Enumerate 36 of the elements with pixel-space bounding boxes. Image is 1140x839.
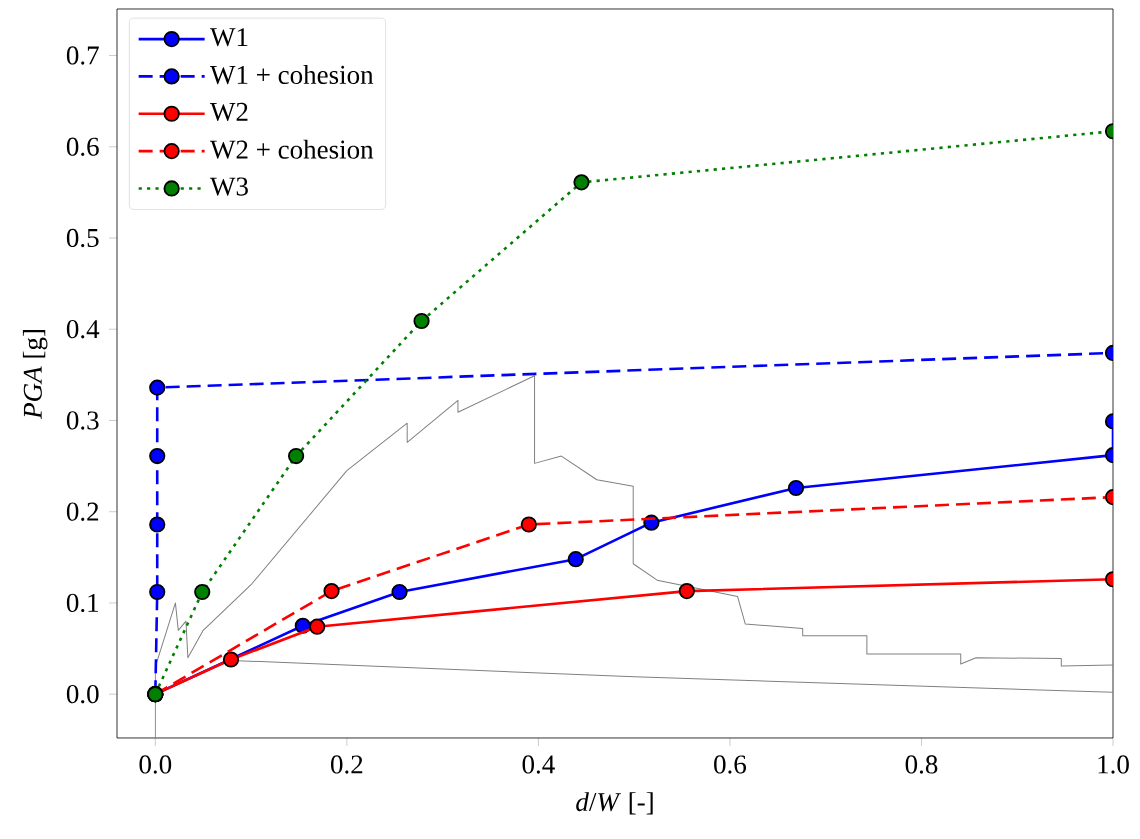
legend-label: W1 + cohesion bbox=[209, 65, 374, 85]
legend-label: W2 bbox=[209, 102, 248, 122]
y-tick-label: 0.4 bbox=[66, 320, 100, 339]
x-tick-label: 0.8 bbox=[905, 755, 938, 774]
point bbox=[149, 516, 166, 533]
point bbox=[222, 651, 240, 668]
legend-label: W2 + cohesion bbox=[209, 139, 374, 159]
point bbox=[413, 312, 430, 330]
point bbox=[573, 174, 590, 191]
point bbox=[288, 447, 305, 465]
point bbox=[309, 618, 326, 635]
x-tick-label: 0.0 bbox=[139, 755, 172, 774]
x-axis-title: d/W [-] bbox=[576, 792, 653, 815]
x-tick-label: 0.6 bbox=[714, 755, 747, 774]
point bbox=[149, 379, 166, 396]
y-axis-title: PGA [g] bbox=[22, 330, 48, 420]
point bbox=[194, 583, 211, 601]
point bbox=[149, 447, 166, 465]
y-tick-label: 0.3 bbox=[66, 411, 99, 430]
y-tick-label: 0.6 bbox=[66, 137, 99, 156]
y-tick-label: 0.5 bbox=[66, 228, 99, 248]
y-tick-label: 0.1 bbox=[66, 593, 98, 613]
y-tick-label: 0.0 bbox=[66, 685, 99, 704]
point bbox=[567, 551, 584, 568]
x-tick-label: 0.4 bbox=[522, 755, 555, 774]
y-tick-label: 0.7 bbox=[66, 46, 99, 65]
point bbox=[678, 582, 695, 600]
x-tick-label: 1.0 bbox=[1098, 755, 1129, 774]
legend-label: W1 bbox=[209, 28, 248, 47]
point bbox=[149, 583, 166, 601]
x-tick-label: 0.2 bbox=[331, 755, 363, 774]
y-tick-label: 0.2 bbox=[66, 502, 99, 521]
legend-label: W3 bbox=[209, 177, 248, 196]
point bbox=[323, 582, 340, 600]
point bbox=[520, 516, 537, 533]
point bbox=[391, 583, 408, 601]
